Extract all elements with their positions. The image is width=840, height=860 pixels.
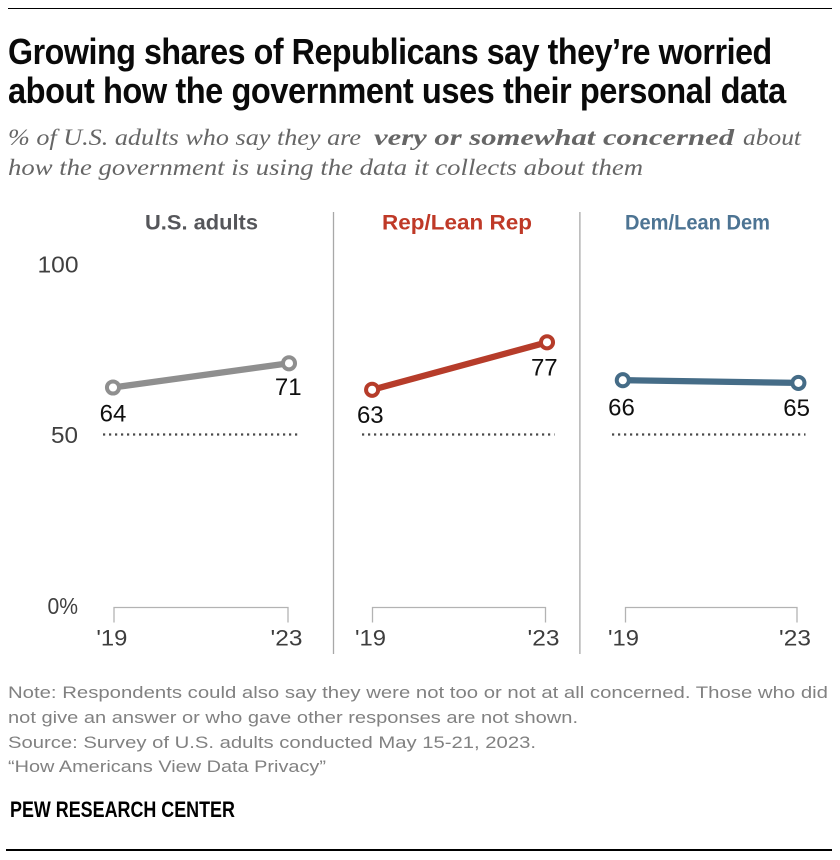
svg-text:Rep/Lean Rep: Rep/Lean Rep — [382, 211, 532, 235]
svg-text:100: 100 — [38, 252, 79, 278]
svg-text:71: 71 — [275, 374, 302, 401]
svg-text:'19: '19 — [608, 626, 639, 651]
svg-text:0%: 0% — [48, 593, 79, 619]
svg-text:63: 63 — [357, 402, 384, 429]
svg-text:50: 50 — [51, 422, 78, 448]
svg-text:'19: '19 — [96, 626, 127, 651]
svg-text:'23: '23 — [271, 626, 303, 651]
svg-text:64: 64 — [100, 400, 127, 427]
svg-text:77: 77 — [531, 354, 558, 381]
svg-text:65: 65 — [783, 395, 810, 422]
svg-text:U.S. adults: U.S. adults — [145, 211, 258, 235]
svg-text:'19: '19 — [355, 626, 386, 651]
svg-text:66: 66 — [608, 394, 635, 421]
svg-text:Dem/Lean Dem: Dem/Lean Dem — [625, 211, 770, 235]
svg-text:'23: '23 — [779, 626, 811, 651]
svg-text:'23: '23 — [528, 626, 560, 651]
